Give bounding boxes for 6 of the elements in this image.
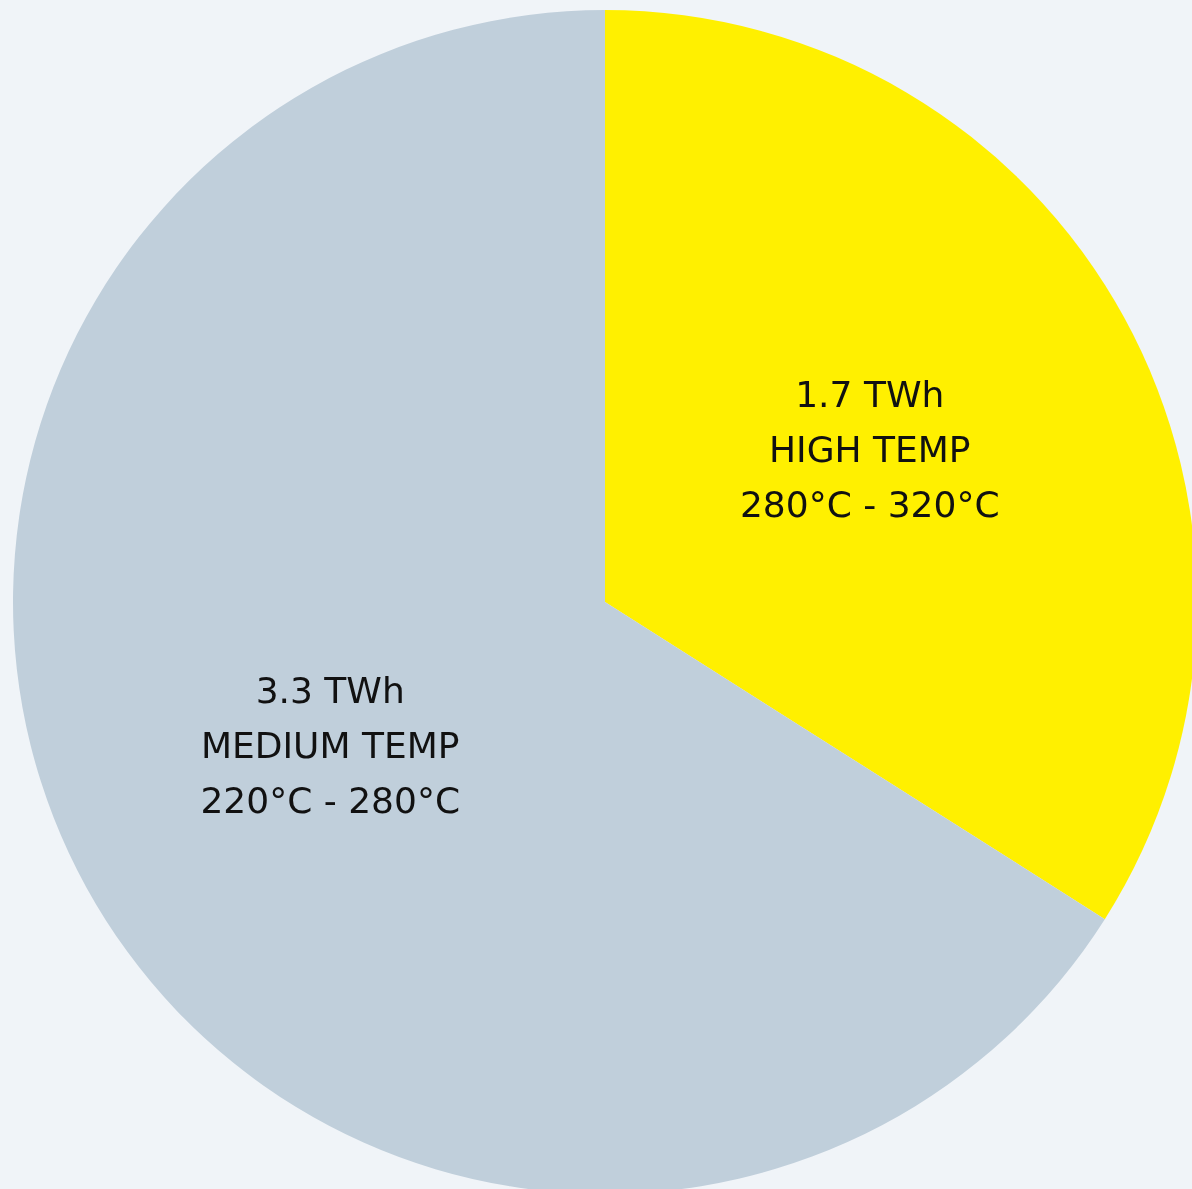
data-label: 3.3 TWh <box>255 669 405 711</box>
slice-label: MEDIUM TEMP <box>200 724 460 766</box>
text: 280°C - 320°C <box>739 483 1000 525</box>
text: 220°C - 280°C <box>200 779 461 821</box>
data-label: 1.7 TWh <box>795 373 945 415</box>
slice-label: HIGH TEMP <box>768 428 971 470</box>
